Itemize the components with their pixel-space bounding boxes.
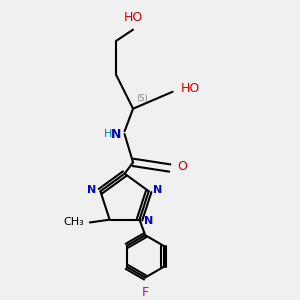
Text: (S): (S): [136, 94, 148, 103]
Text: H: H: [103, 129, 112, 139]
Text: N: N: [87, 185, 96, 195]
Text: CH₃: CH₃: [64, 218, 84, 227]
Text: N: N: [153, 185, 162, 195]
Text: HO: HO: [123, 11, 143, 24]
Text: F: F: [142, 286, 149, 299]
Text: HO: HO: [181, 82, 200, 95]
Text: N: N: [144, 216, 153, 226]
Text: N: N: [111, 128, 121, 141]
Text: O: O: [177, 160, 187, 173]
